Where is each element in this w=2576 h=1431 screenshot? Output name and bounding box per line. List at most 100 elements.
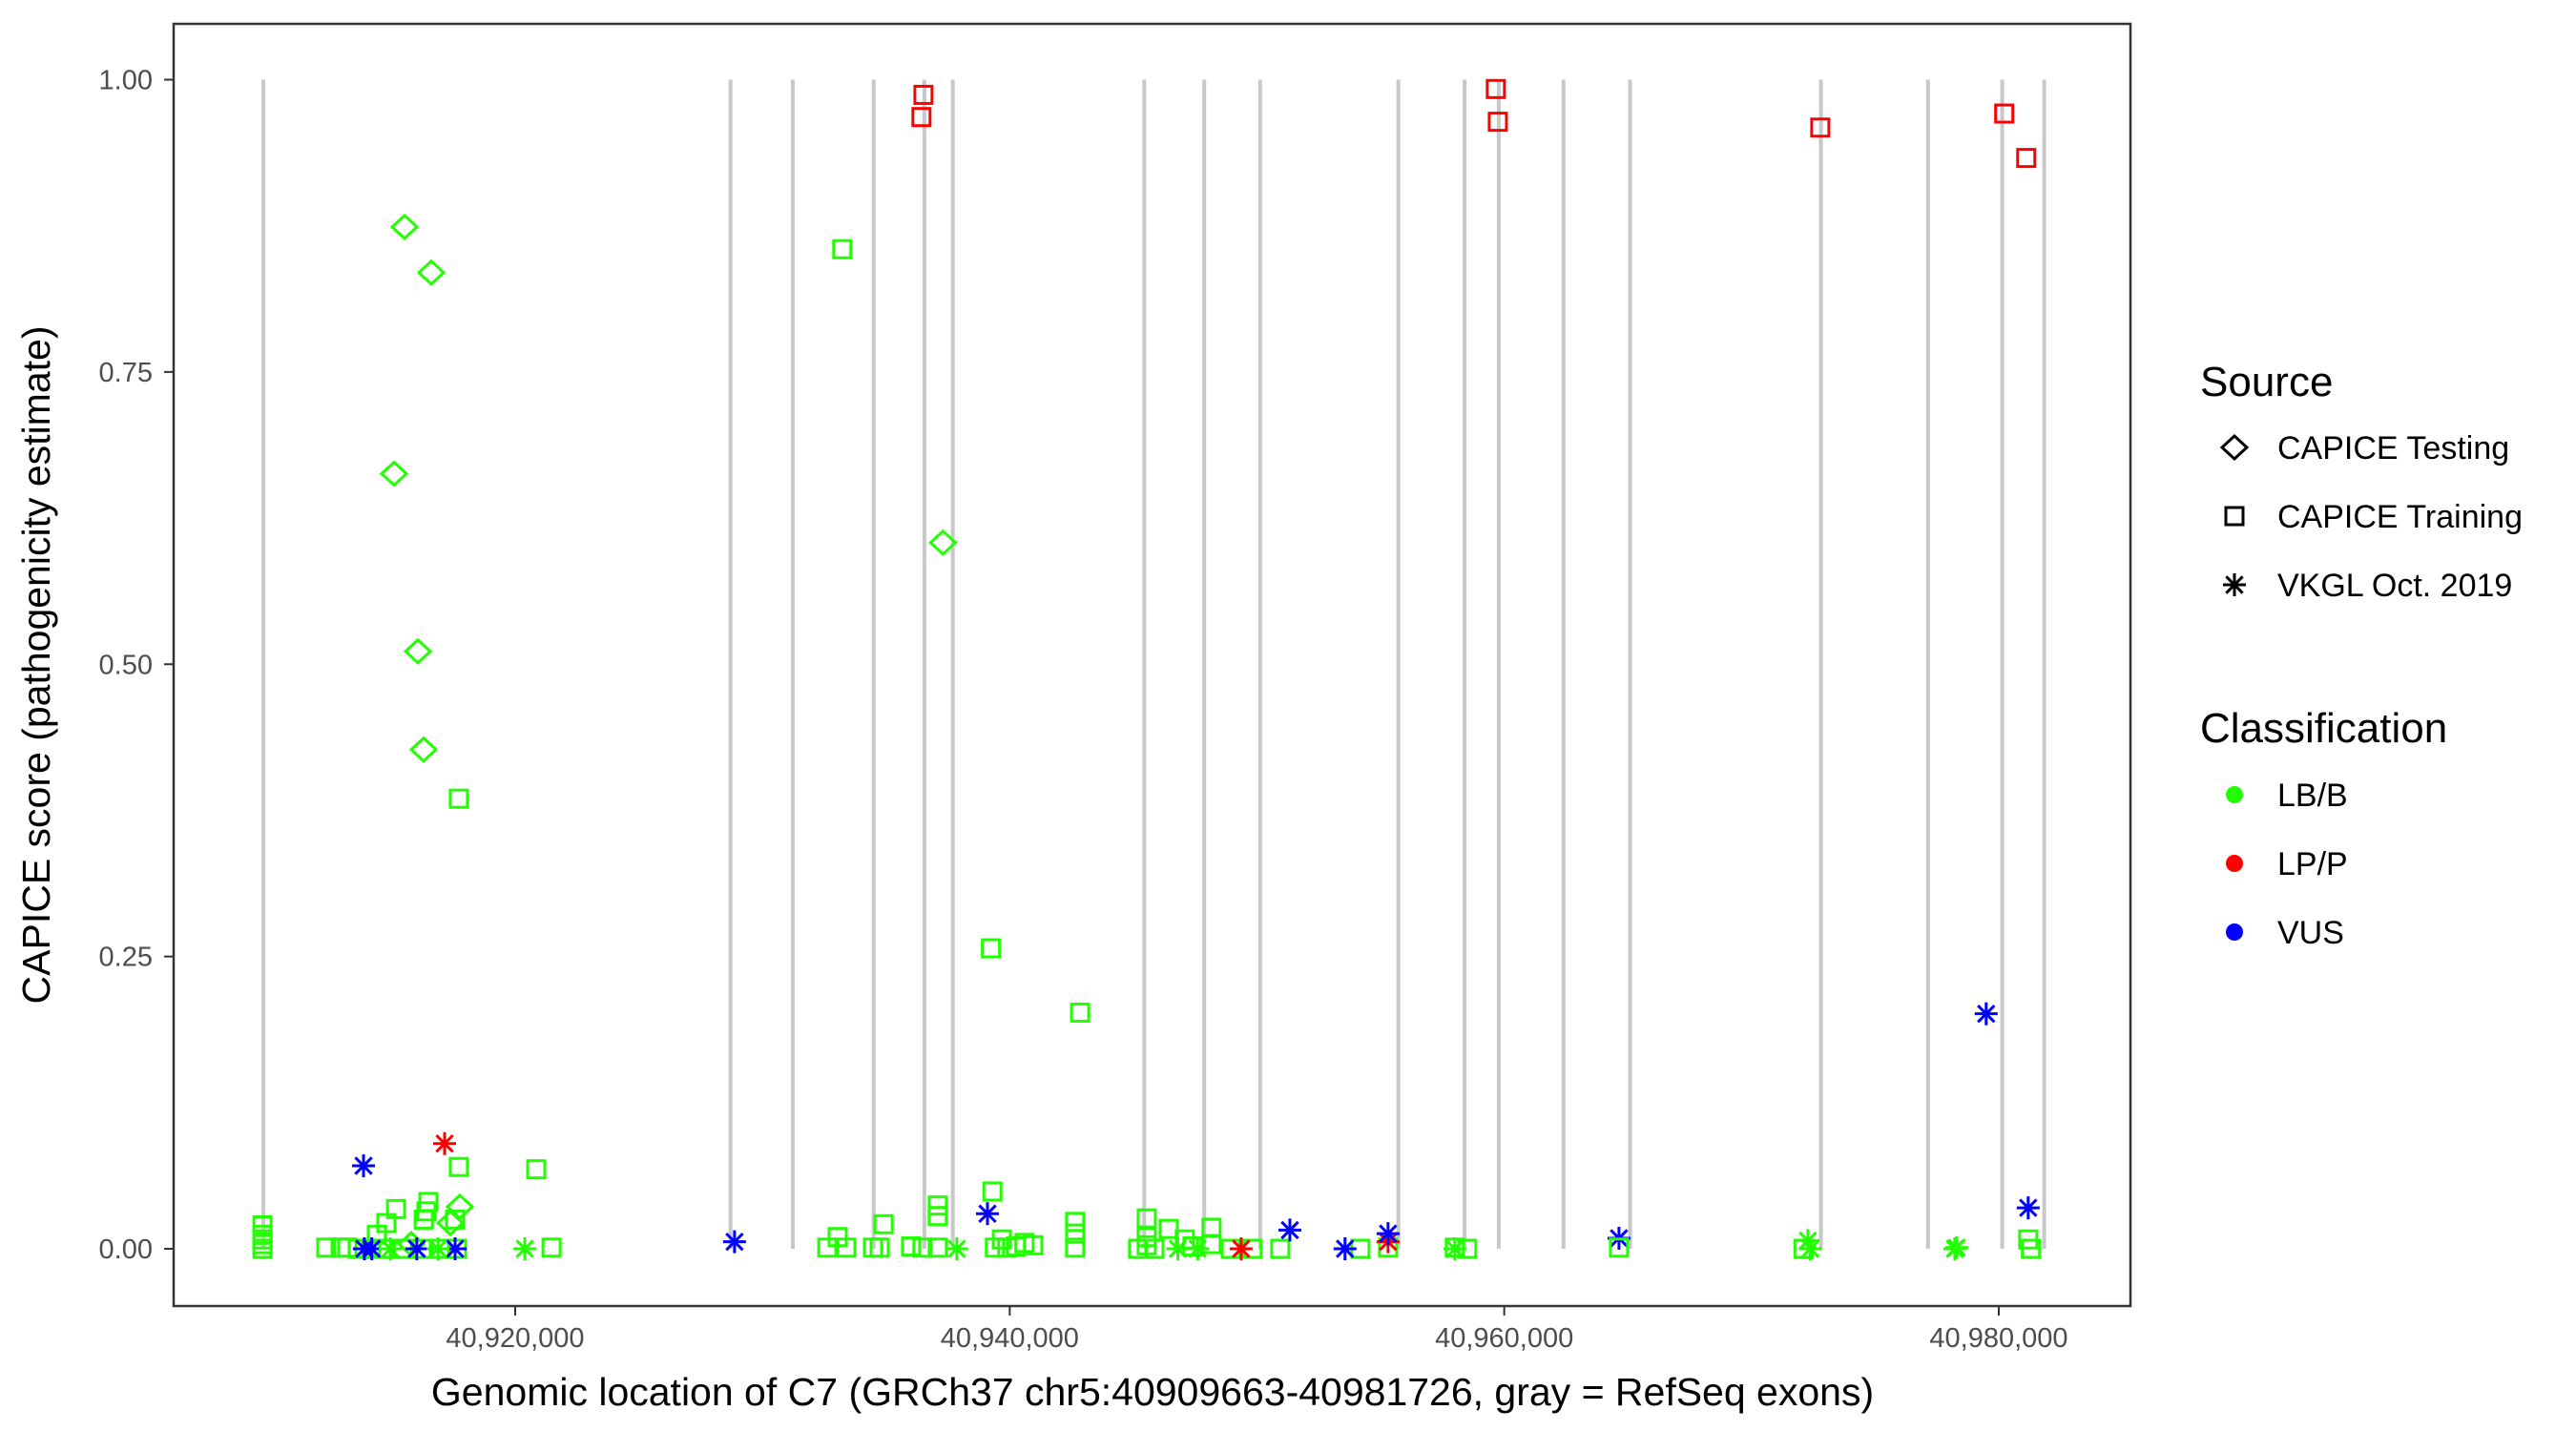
data-point xyxy=(448,788,469,809)
data-point xyxy=(433,1131,457,1155)
data-point xyxy=(360,1237,384,1260)
x-tick-label: 40,960,000 xyxy=(1435,1323,1573,1354)
legend-diamond-icon xyxy=(2219,433,2250,462)
y-tick-label: 0.75 xyxy=(99,358,153,388)
exon-line xyxy=(1463,79,1467,1249)
data-point xyxy=(1376,1222,1400,1246)
exon-line xyxy=(2000,79,2005,1249)
exon-line xyxy=(1396,79,1401,1249)
data-point xyxy=(1270,1238,1291,1259)
x-tick-label: 40,940,000 xyxy=(941,1323,1079,1354)
exon-line xyxy=(790,79,795,1249)
exon-line xyxy=(1628,79,1632,1249)
data-point xyxy=(435,1209,466,1237)
data-point xyxy=(252,1238,273,1259)
data-point xyxy=(1810,117,1831,138)
data-point xyxy=(911,107,932,128)
data-point xyxy=(352,1153,376,1177)
legend-source-title: Source xyxy=(2200,359,2333,405)
exon-line xyxy=(1561,79,1566,1249)
data-point xyxy=(982,1181,1003,1202)
data-point xyxy=(976,1202,1000,1226)
y-axis-title: CAPICE score (pathogenicity estimate) xyxy=(14,326,58,1005)
data-point xyxy=(448,1156,469,1177)
data-point xyxy=(1186,1237,1210,1260)
data-point xyxy=(1444,1237,1465,1258)
legend-square-icon xyxy=(2224,506,2245,527)
data-point xyxy=(832,238,853,259)
exon-line xyxy=(261,79,266,1249)
y-tick-label: 1.00 xyxy=(99,66,153,96)
data-point xyxy=(513,1237,537,1260)
data-point xyxy=(408,736,439,763)
data-point xyxy=(1798,1237,1822,1260)
data-point xyxy=(817,1237,838,1258)
data-point xyxy=(1070,1002,1091,1023)
legend-color-dot-icon xyxy=(2226,923,2243,941)
data-point xyxy=(1487,112,1508,133)
data-point xyxy=(405,1237,428,1260)
y-tick-label: 0.25 xyxy=(99,943,153,973)
y-axis: 0.00 0.25 0.50 0.75 1.00 xyxy=(99,66,174,1265)
exon-line xyxy=(1257,79,1262,1249)
data-point xyxy=(981,938,1002,959)
data-point xyxy=(403,637,433,665)
x-axis-title: Genomic location of C7 (GRCh37 chr5:4090… xyxy=(431,1370,1874,1414)
data-point xyxy=(1158,1218,1179,1239)
data-point xyxy=(1229,1237,1253,1260)
data-point xyxy=(1974,1002,1998,1026)
exon-line xyxy=(871,79,876,1249)
exon-line xyxy=(1925,79,1930,1249)
data-point xyxy=(836,1237,857,1258)
legend-source-label: VKGL Oct. 2019 xyxy=(2277,568,2512,604)
data-point xyxy=(1166,1237,1190,1260)
data-point xyxy=(722,1230,746,1254)
data-point xyxy=(1994,103,2015,124)
data-point xyxy=(416,259,447,286)
data-point xyxy=(873,1213,894,1234)
legend-class-label: LP/P xyxy=(2277,846,2348,882)
exon-lines xyxy=(261,79,2046,1249)
legend-source-label: CAPICE Training xyxy=(2277,499,2523,535)
x-tick-label: 40,980,000 xyxy=(1929,1323,2067,1354)
legend-source-label: CAPICE Testing xyxy=(2277,430,2509,467)
data-point xyxy=(418,1192,439,1213)
data-point xyxy=(869,1237,890,1258)
data-point xyxy=(913,84,934,105)
data-point xyxy=(927,1195,948,1216)
data-point xyxy=(2016,1196,2040,1220)
exon-line xyxy=(1142,79,1147,1249)
y-tick-label: 0.00 xyxy=(99,1234,153,1265)
exon-line xyxy=(922,79,926,1249)
data-point xyxy=(389,213,420,240)
data-point xyxy=(526,1159,547,1180)
data-point xyxy=(426,1237,450,1260)
x-axis: 40,920,000 40,940,000 40,960,000 40,980,000 xyxy=(446,1306,2068,1354)
data-point xyxy=(1333,1237,1357,1260)
data-point xyxy=(2021,1238,2042,1259)
exon-line xyxy=(728,79,733,1249)
exon-line xyxy=(950,79,955,1249)
y-tick-label: 0.50 xyxy=(99,650,153,680)
data-point xyxy=(1485,78,1506,99)
data-point xyxy=(445,1209,466,1230)
exon-line xyxy=(1496,79,1501,1249)
data-point xyxy=(901,1236,922,1257)
legend-classification-title: Classification xyxy=(2200,705,2447,752)
legend-color-dot-icon xyxy=(2226,786,2243,803)
data-point xyxy=(1065,1212,1086,1233)
data-point xyxy=(445,1192,475,1220)
data-point xyxy=(945,1237,968,1260)
data-point xyxy=(927,1206,948,1227)
legend: Source Classification CAPICE Testing CAPI… xyxy=(2200,359,2523,951)
exon-line xyxy=(2042,79,2046,1249)
data-point xyxy=(1944,1235,1968,1259)
data-point xyxy=(316,1237,337,1258)
legend-class-label: VUS xyxy=(2277,915,2344,951)
data-point xyxy=(2016,148,2037,169)
data-point xyxy=(541,1237,562,1258)
x-tick-label: 40,920,000 xyxy=(446,1323,584,1354)
data-point xyxy=(385,1198,406,1219)
data-point xyxy=(1609,1237,1630,1258)
